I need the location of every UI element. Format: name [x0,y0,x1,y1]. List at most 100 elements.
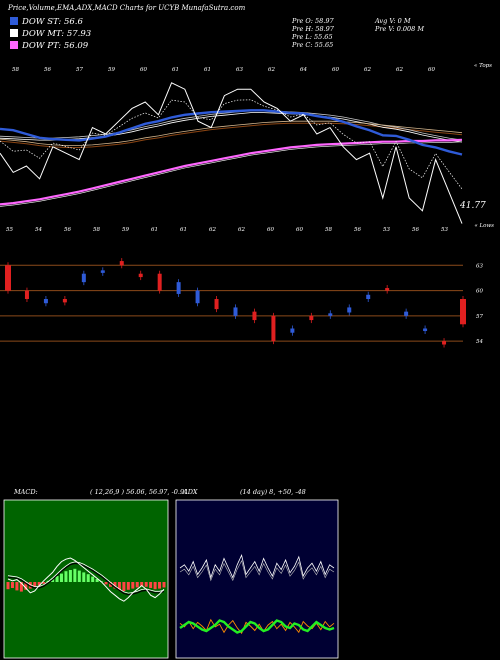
bottom-tick-label: 56 [354,227,361,233]
macd-params: ( 12,26,9 ) 56.06, 56.97, -0.91 [90,488,189,496]
candle-body [195,290,200,304]
top-tick-label: 62 [268,67,275,73]
candle-body [442,341,447,345]
top-tick-label: 63 [236,67,243,73]
legend-dow-st: DOW ST: 56.6 [10,17,83,27]
level-label: 63 [476,263,483,269]
top-tick-label: 61 [204,67,211,73]
candle-body [366,294,371,299]
top-tick-label: 59 [108,67,115,73]
candle-body [271,315,276,342]
bottom-tick-label: 56 [412,227,419,233]
candle-body [119,261,124,266]
candle-body [309,315,314,321]
ohlc-close: Pre C: 55.65 [292,41,334,49]
candle-body [5,265,11,291]
candle-body [404,311,409,316]
candle-body [328,313,333,316]
top-tick-label: 58 [12,67,19,73]
ema-short-line [0,109,463,156]
macd-line [7,557,165,602]
ema-long-line-2 [0,120,463,146]
candle-body [252,311,257,321]
macd-background [3,499,169,659]
candle-body [100,270,105,273]
level-label: 60 [476,289,483,295]
candle-body [385,288,390,291]
candle-body [24,290,29,299]
ohlc-avg-volume: Avg V: 0 M [375,17,411,25]
bottom-tick-label: 59 [122,227,129,233]
di-plus-line-2 [179,559,335,582]
macd-panel [3,499,169,659]
bottom-tick-label: 60 [267,227,274,233]
top-tick-label: 57 [76,67,83,73]
bottom-tick-label: 62 [238,227,245,233]
top-tick-label: 60 [428,67,435,73]
legend-dow-pt: DOW PT: 56.09 [10,41,88,51]
candle-body [157,273,162,291]
bottom-tick-label: 61 [151,227,158,233]
adx-panel [175,499,339,659]
candle-body [138,273,143,278]
ema-medium-line-2 [0,112,463,143]
candle-body [62,299,67,303]
last-price-label: 41.77 [460,201,486,211]
macd-label: MACD: [14,488,38,496]
candle-body [423,328,428,332]
adx-background [175,499,339,659]
legend-pt-label: DOW PT: 56.09 [22,41,89,51]
price-close-line [0,82,463,224]
bottom-tick-label: 62 [209,227,216,233]
bottom-tick-label: 55 [6,227,13,233]
ohlc-volume: Pre V: 0.008 M [375,25,425,33]
legend-swatch-st [10,17,18,25]
level-label: 57 [476,314,483,320]
ema-pt-line [0,138,463,206]
top-tick-label: 61 [172,67,179,73]
candle-body [233,307,238,316]
top-tick-label: 62 [364,67,371,73]
top-tick-label: 60 [332,67,339,73]
candle-body [176,282,181,294]
level-label: 54 [476,339,483,345]
legend-st-label: DOW ST: 56.6 [22,17,83,27]
bottom-tick-label: 53 [383,227,390,233]
tops-label: « Tops [473,63,492,69]
candle-body [290,328,295,333]
adx-params: (14 day) 8, +50, -48 [240,488,306,496]
ohlc-low: Pre L: 55.65 [292,33,333,41]
macd-signal-line [7,562,165,596]
legend-swatch-pt [10,41,18,49]
lows-label: « Lows [474,223,494,229]
bottom-tick-label: 58 [325,227,332,233]
ohlc-open: Pre O: 58.97 [292,17,334,25]
legend-swatch-mt [10,29,18,37]
candle-body [43,299,48,304]
ohlc-high: Pre H: 58.97 [292,25,334,33]
top-tick-label: 62 [396,67,403,73]
price-dotted-line [0,99,463,190]
macd-signal-line-2 [7,561,165,594]
candle-body [214,299,219,310]
top-tick-label: 60 [140,67,147,73]
candle-body [81,273,86,283]
top-tick-label: 56 [44,67,51,73]
di-plus-line [179,553,335,580]
ema-pt-edge [0,141,463,207]
candle-body [347,307,352,313]
bottom-tick-label: 53 [441,227,448,233]
adx-line [179,619,335,634]
bottom-tick-label: 58 [93,227,100,233]
candle-body [460,299,466,325]
bottom-tick-label: 54 [35,227,42,233]
bottom-tick-label: 61 [180,227,187,233]
bottom-tick-label: 56 [64,227,71,233]
top-tick-label: 64 [300,67,307,73]
price-panel: 58 56 57 59 60 61 61 63 62 64 60 62 62 60 55 54 56 58 59 61… [0,67,463,233]
legend-dow-mt: DOW MT: 57.93 [10,29,91,39]
legend-mt-label: DOW MT: 57.93 [22,29,92,39]
adx-label: ADX [183,488,198,496]
bottom-tick-label: 60 [296,227,303,233]
